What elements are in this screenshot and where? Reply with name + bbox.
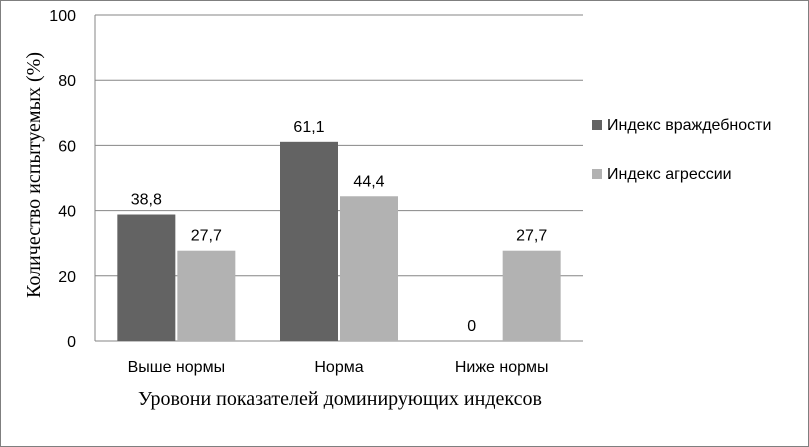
gridlines (94, 14, 583, 342)
legend: Индекс враждебности Индекс агрессии (592, 117, 771, 183)
legend-swatch (592, 169, 602, 179)
y-axis-title: Количество испытуемых (%) (23, 52, 45, 298)
data-label: 44,4 (353, 173, 384, 190)
y-tick-labels: 0 20 40 60 80 100 (49, 8, 76, 351)
y-tick-label: 60 (58, 138, 76, 155)
legend-label: Индекс враждебности (607, 117, 771, 134)
data-labels: 38,8 27,7 61,1 44,4 0 27,7 (131, 119, 548, 335)
y-tick-label: 20 (58, 269, 76, 286)
data-label: 27,7 (191, 228, 222, 245)
legend-swatch (592, 120, 602, 130)
y-tick-label: 100 (49, 8, 76, 25)
bar (177, 250, 236, 341)
data-label: 0 (467, 318, 476, 335)
bar (117, 214, 176, 341)
data-label: 27,7 (516, 228, 547, 245)
data-label: 61,1 (293, 119, 324, 136)
x-axis-title: Уровони показателей доминирующих индексо… (138, 388, 542, 410)
bars (117, 141, 561, 341)
x-tick-label: Выше нормы (128, 359, 225, 376)
data-label: 38,8 (131, 192, 162, 209)
y-tick-label: 0 (67, 334, 76, 351)
y-tick-label: 40 (58, 204, 76, 221)
y-tick-label: 80 (58, 73, 76, 90)
bar (502, 250, 561, 341)
bar (340, 196, 398, 341)
bar (280, 141, 338, 341)
x-tick-label: Ниже нормы (455, 359, 549, 376)
x-tick-label: Норма (314, 359, 363, 376)
legend-label: Индекс агрессии (607, 166, 732, 183)
x-tick-labels: Выше нормы Норма Ниже нормы (128, 359, 549, 376)
